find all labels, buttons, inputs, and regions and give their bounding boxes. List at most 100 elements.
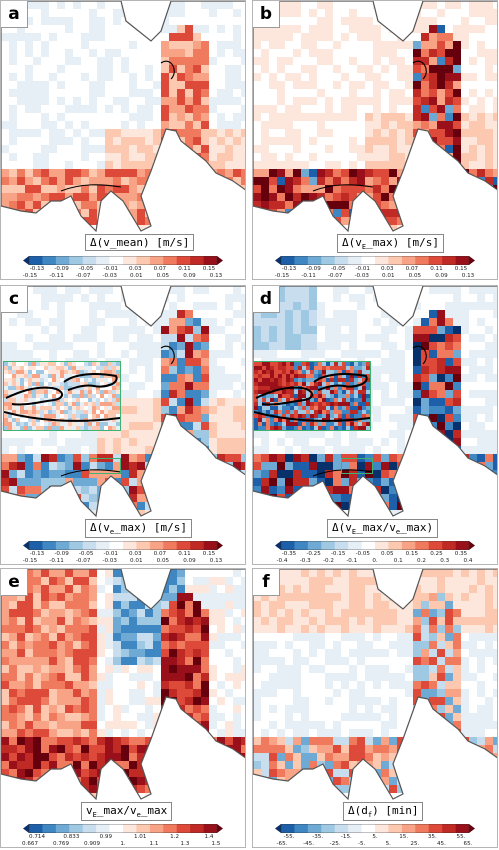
field-cell-c [169,334,177,342]
field-cell-b [453,97,461,105]
field-cell-d [485,446,493,454]
tick-top-a: 0.11 [178,266,191,272]
field-cell-a [33,129,41,137]
field-cell-b [325,137,333,145]
colorbar-swatch-a [96,256,110,265]
inset-cell-d [294,406,298,410]
field-cell-a [17,121,25,129]
field-cell-b [485,97,493,105]
inset-cell-c [88,362,92,366]
inset-cell-c [12,398,16,402]
field-cell-a [161,97,169,105]
field-cell-b [381,169,389,177]
inset-cell-c [60,366,64,370]
inset-cell-c [48,402,52,406]
field-cell-b [365,81,373,89]
field-cell-d [485,318,493,326]
field-cell-b [381,105,389,113]
field-cell-c [177,390,185,398]
field-cell-c [129,438,137,446]
field-cell-d [477,326,485,334]
inset-cell-c [12,366,16,370]
field-cell-a [41,145,49,153]
field-cell-b [317,9,325,17]
tick-bottom-b: -0.15 [274,273,290,279]
field-cell-c [25,478,33,486]
inset-cell-c [88,374,92,378]
field-cell-a [41,97,49,105]
field-cell-b [261,57,269,65]
field-cell-d [485,422,493,430]
field-cell-c [25,286,33,294]
field-cell-a [233,33,241,41]
field-cell-b [269,153,277,161]
inset-cell-d [306,366,310,370]
field-cell-d [461,334,469,342]
field-cell-d [277,294,285,302]
field-cell-b [349,41,357,49]
field-cell-a [169,17,177,25]
field-cell-d [381,486,389,494]
inset-cell-d [342,374,346,378]
field-cell-a [113,65,121,73]
field-cell-d [309,454,317,462]
field-cell-d [381,334,389,342]
inset-cell-c [96,406,100,410]
inset-cell-c [20,410,24,414]
field-cell-a [153,97,161,105]
field-cell-a [57,169,65,177]
field-cell-c [73,454,81,462]
field-cell-c [193,430,201,438]
inset-cell-c [84,426,88,430]
inset-cell-d [266,406,270,410]
field-cell-c [153,358,161,366]
field-cell-b [253,105,261,113]
inset-cell-d [326,378,330,382]
map-a [1,1,245,279]
field-cell-c [217,350,225,358]
field-cell-a [17,129,25,137]
field-cell-c [73,310,81,318]
field-cell-c [177,358,185,366]
field-cell-c [9,462,17,470]
field-cell-c [113,286,121,294]
field-cell-b [381,81,389,89]
field-cell-c [73,486,81,494]
field-cell-b [397,41,405,49]
field-cell-a [241,89,245,97]
field-cell-b [437,129,445,137]
field-cell-a [89,17,97,25]
field-cell-a [201,145,209,153]
field-cell-a [145,105,153,113]
field-cell-a [41,41,49,49]
tick-bottom-a: -0.15 [22,273,38,279]
field-cell-b [301,33,309,41]
field-cell-d [277,302,285,310]
field-cell-c [97,470,105,478]
field-cell-d [397,398,405,406]
field-cell-c [121,462,129,470]
field-cell-c [81,326,89,334]
field-cell-c [49,318,57,326]
inset-cell-c [100,414,104,418]
field-cell-b [333,57,341,65]
field-cell-a [65,81,73,89]
field-cell-c [65,470,73,478]
inset-cell-c [4,394,8,398]
field-cell-c [33,302,41,310]
field-cell-a [17,193,25,201]
field-cell-d [325,486,333,494]
field-cell-b [365,1,373,9]
field-cell-c [73,462,81,470]
tick-top-a: 0.07 [153,266,167,272]
field-cell-d [381,454,389,462]
inset-cell-d [274,378,278,382]
field-cell-c [217,294,225,302]
field-cell-d [405,358,413,366]
field-cell-a [89,25,97,33]
inset-cell-c [84,370,88,374]
field-cell-c [121,414,129,422]
field-cell-a [185,17,193,25]
field-cell-c [169,366,177,374]
field-cell-d [349,470,357,478]
